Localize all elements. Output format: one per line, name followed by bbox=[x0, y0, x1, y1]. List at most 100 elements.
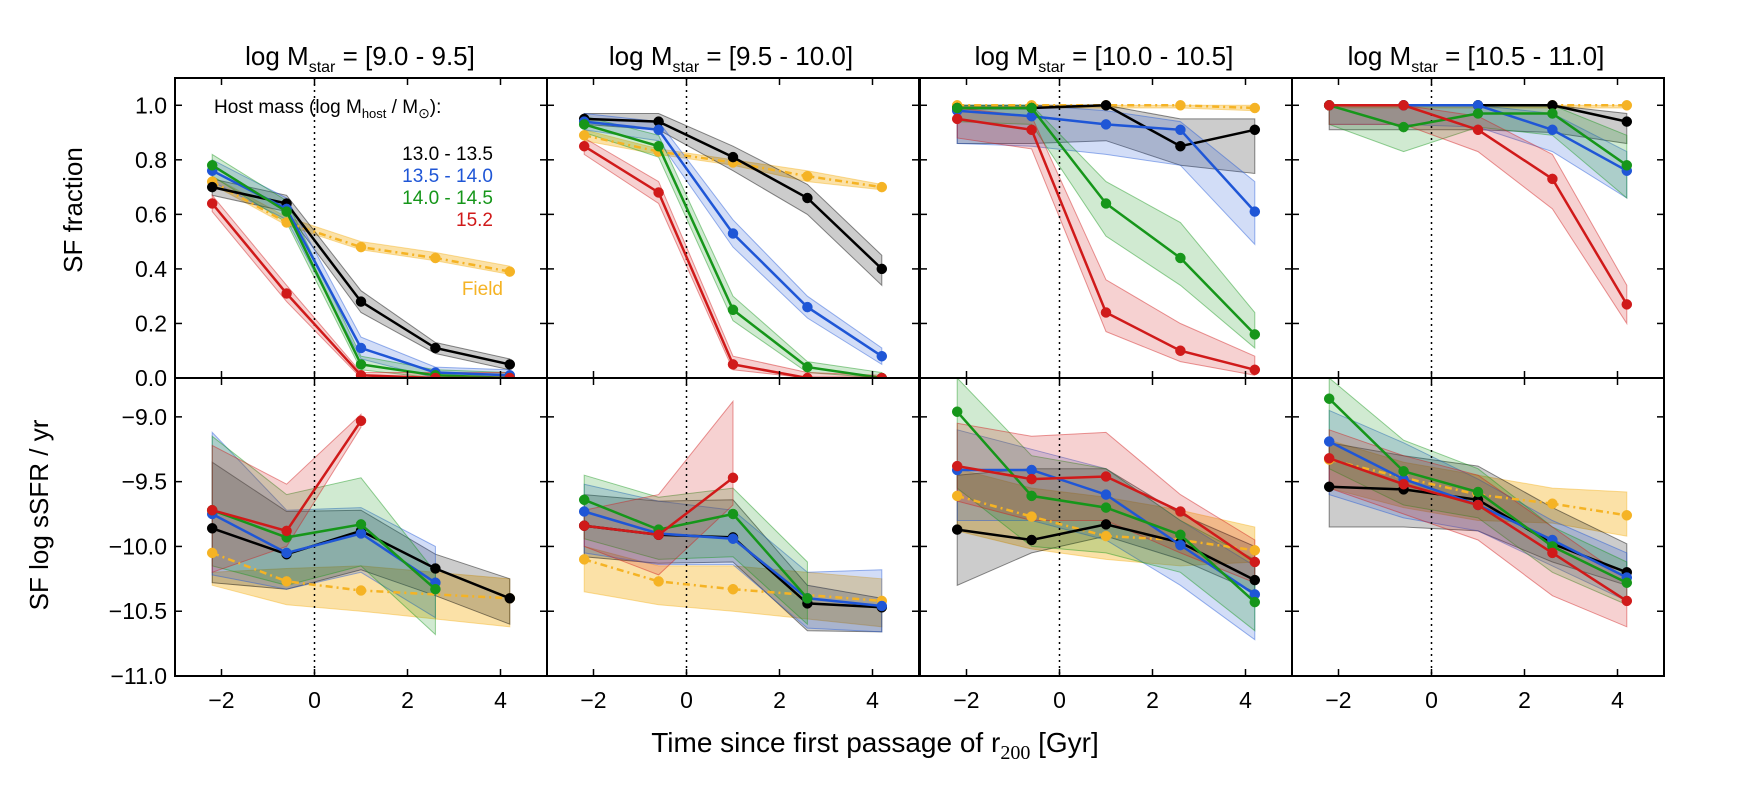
point-Field-0 bbox=[578, 130, 590, 141]
point-14p0-14p5-0 bbox=[951, 406, 963, 417]
point-14p0-14p5-2 bbox=[1472, 108, 1484, 119]
band-13p5-14p0 bbox=[583, 112, 883, 366]
series-line-Field bbox=[211, 551, 510, 600]
point-15p2-3 bbox=[1175, 345, 1186, 356]
panel-plot-area bbox=[578, 78, 888, 378]
point-13p0-13p5-4 bbox=[1249, 124, 1261, 136]
point-14p0-14p5-2 bbox=[1100, 198, 1112, 209]
point-Field-2 bbox=[1100, 530, 1112, 542]
point-13p0-13p5-0 bbox=[951, 524, 963, 535]
series-line-Field bbox=[1328, 458, 1627, 517]
point-13p5-14p0-4 bbox=[1249, 206, 1261, 217]
point-Field-4 bbox=[1621, 100, 1633, 111]
x-tick-label: 4 bbox=[494, 687, 507, 713]
point-15p2-4 bbox=[1249, 364, 1261, 376]
point-15p2-0 bbox=[1323, 453, 1335, 464]
point-Field-4 bbox=[1621, 510, 1633, 521]
point-13p5-14p0-0 bbox=[1323, 436, 1335, 447]
x-tick-label: 2 bbox=[1518, 687, 1531, 713]
x-tick-label: 4 bbox=[866, 687, 879, 713]
x-tick-label: 4 bbox=[1239, 687, 1252, 713]
y-tick-label: −9.0 bbox=[122, 404, 167, 430]
point-Field-3 bbox=[430, 252, 441, 264]
point-13p5-14p0-2 bbox=[1100, 119, 1112, 130]
legend-entry-15.2: 15.2 bbox=[456, 210, 493, 231]
point-Field-3 bbox=[802, 170, 813, 182]
point-14p0-14p5-0 bbox=[206, 160, 218, 171]
point-13p0-13p5-2 bbox=[1100, 519, 1112, 530]
point-13p0-13p5-3 bbox=[430, 563, 441, 574]
point-14p0-14p5-2 bbox=[1100, 502, 1112, 513]
point-13p0-13p5-2 bbox=[355, 296, 367, 307]
point-15p2-2 bbox=[355, 415, 367, 427]
panel-plot-area bbox=[578, 378, 888, 676]
point-14p0-14p5-3 bbox=[1175, 252, 1186, 264]
point-13p5-14p0-1 bbox=[653, 124, 664, 136]
point-13p0-13p5-4 bbox=[1621, 116, 1633, 127]
y-tick-label: −10.5 bbox=[109, 598, 167, 624]
series-line-Field bbox=[211, 180, 511, 273]
point-15p2-3 bbox=[1547, 173, 1558, 185]
point-14p0-14p5-0 bbox=[951, 102, 963, 114]
x-tick-label: 2 bbox=[1146, 687, 1159, 713]
panels-layer: 0.0 0.2 0.4 0.6 0.8 1.0 −11.0 −10.5 −10.0 −9.5 −9.… bbox=[109, 77, 1665, 713]
point-14p0-14p5-1 bbox=[1398, 466, 1409, 477]
x-tick-label: 0 bbox=[1053, 687, 1066, 713]
y-tick-label: −9.5 bbox=[122, 469, 167, 495]
point-14p0-14p5-3 bbox=[1175, 529, 1186, 541]
point-15p2-1 bbox=[653, 187, 664, 198]
point-15p2-4 bbox=[1621, 299, 1633, 310]
point-14p0-14p5-2 bbox=[727, 304, 739, 316]
band-14p0-14p5 bbox=[583, 115, 883, 378]
x-tick-label: 2 bbox=[401, 687, 414, 713]
point-14p0-14p5-3 bbox=[430, 583, 441, 595]
y-tick-label: 1.0 bbox=[135, 92, 167, 118]
point-13p0-13p5-4 bbox=[504, 359, 516, 370]
point-13p5-14p0-0 bbox=[578, 506, 590, 517]
panel-2-top bbox=[546, 77, 920, 379]
legend-title: Host mass (log Mhost / M⊙): bbox=[214, 97, 441, 121]
y-tick-label: −11.0 bbox=[111, 663, 168, 689]
y-tick-label: 0.4 bbox=[135, 256, 167, 282]
point-14p0-14p5-4 bbox=[1621, 160, 1633, 171]
point-14p0-14p5-2 bbox=[355, 359, 367, 370]
panel-title-1: log Mstar = [9.0 - 9.5] bbox=[245, 41, 475, 76]
panel-title-2: log Mstar = [9.5 - 10.0] bbox=[609, 41, 853, 76]
point-15p2-2 bbox=[1100, 471, 1112, 482]
panel-plot-area bbox=[206, 78, 516, 378]
point-15p2-2 bbox=[1472, 499, 1484, 511]
x-tick-label: −2 bbox=[580, 687, 606, 713]
band-13p5-14p0 bbox=[956, 104, 1256, 246]
point-Field-4 bbox=[1249, 545, 1261, 556]
point-15p2-2 bbox=[1100, 307, 1112, 318]
point-13p5-14p0-3 bbox=[802, 301, 813, 313]
point-15p2-4 bbox=[1249, 556, 1261, 568]
point-13p5-14p0-2 bbox=[727, 533, 739, 544]
point-15p2-4 bbox=[504, 372, 516, 378]
point-14p0-14p5-4 bbox=[1621, 577, 1633, 588]
y-tick-label: 0.2 bbox=[135, 310, 167, 336]
x-axis-label: Time since first passage of r200 [Gyr] bbox=[651, 727, 1099, 764]
point-13p0-13p5-2 bbox=[727, 151, 739, 163]
point-Field-2 bbox=[355, 585, 367, 596]
panel-2-bottom: −2 0 2 4 bbox=[546, 377, 920, 713]
point-15p2-3 bbox=[1547, 547, 1558, 559]
point-14p0-14p5-2 bbox=[355, 519, 367, 530]
x-tick-label: 0 bbox=[1425, 687, 1438, 713]
point-Field-4 bbox=[504, 266, 516, 277]
point-14p0-14p5-3 bbox=[1547, 108, 1558, 119]
point-13p0-13p5-4 bbox=[504, 593, 516, 604]
panel-plot-area bbox=[206, 378, 516, 676]
x-tick-label: −2 bbox=[953, 687, 979, 713]
point-13p5-14p0-2 bbox=[355, 342, 367, 354]
y-tick-label: 0.0 bbox=[135, 365, 167, 391]
x-tick-label: −2 bbox=[1325, 687, 1351, 713]
panel-plot-area bbox=[951, 378, 1261, 676]
point-Field-3 bbox=[1175, 100, 1186, 111]
y-axis-label-bottom: SF log sSFR / yr bbox=[24, 419, 54, 610]
x-tick-label: 4 bbox=[1611, 687, 1624, 713]
point-15p2-1 bbox=[281, 288, 292, 299]
point-13p0-13p5-0 bbox=[206, 181, 218, 193]
point-15p2-3 bbox=[430, 372, 441, 378]
